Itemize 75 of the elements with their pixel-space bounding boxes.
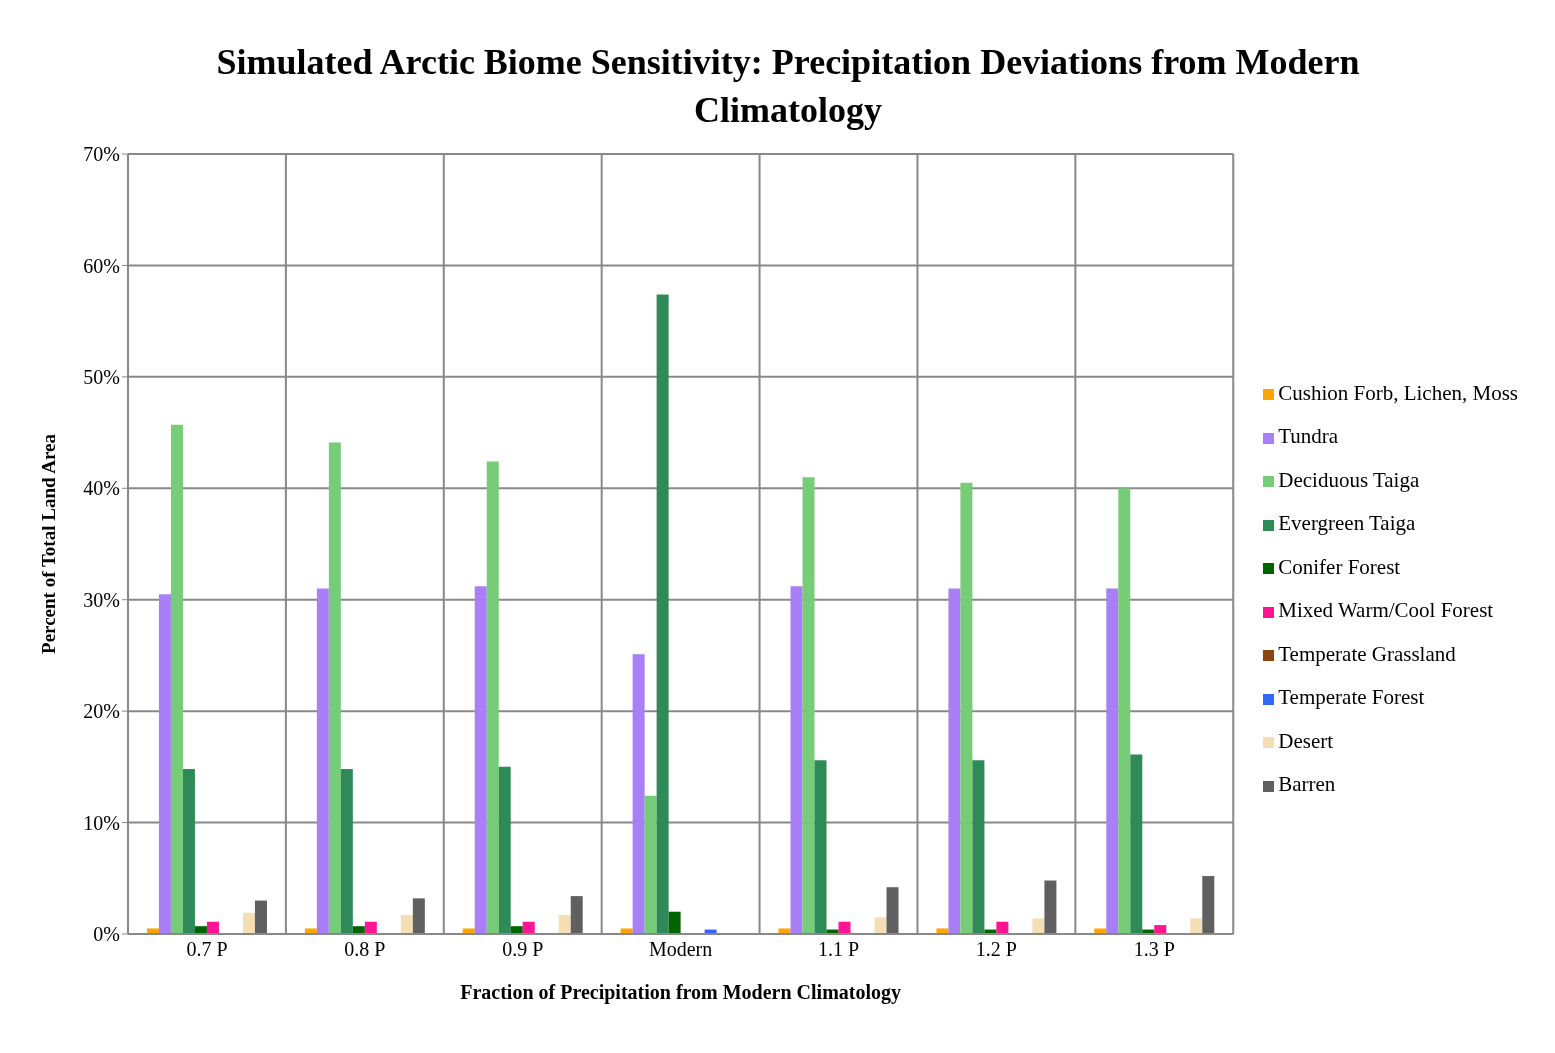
bar [558,915,571,934]
bar [790,586,803,934]
bar [170,424,183,934]
bar [960,482,973,934]
bar [644,795,657,934]
legend-label: Temperate Grassland [1278,641,1456,666]
bar [1202,876,1215,934]
bar [1094,928,1107,934]
bar [996,921,1009,934]
bar [874,917,887,934]
legend-label: Deciduous Taiga [1278,467,1420,492]
bar [328,442,341,934]
bar [802,477,815,934]
x-tick-label: 1.1 P [817,938,860,961]
y-tick-label: 0% [93,923,120,946]
bar [1032,918,1045,934]
y-tick-label: 40% [83,477,120,500]
y-tick-label: 50% [83,365,120,388]
bar [936,928,949,934]
bar [206,921,219,934]
bar [620,928,633,934]
bar [182,769,195,934]
chart-title: Simulated Arctic Biome Sensitivity: Precipitation Deviations from Modern Climatology [215,41,1361,132]
x-tick-label: 0.8 P [344,938,386,961]
bar [462,928,475,934]
x-tick-label: 1.3 P [1133,938,1175,961]
bar [656,294,669,934]
y-axis-title: Percent of Total Land Area [37,433,59,654]
legend-label: Barren [1278,772,1336,796]
bar [1106,588,1119,934]
bar [158,594,171,934]
bar [254,900,267,934]
x-tick-label: 0.9 P [502,938,544,961]
x-axis-title: Fraction of Precipitation from Modern Climatology [460,981,902,1004]
bar [1190,918,1203,934]
bar [400,915,413,934]
x-tick-label: Modern [648,938,713,961]
bar [1044,880,1057,934]
bar [522,921,535,934]
y-tick-label: 70% [83,143,120,166]
bar [814,760,827,934]
x-tick-label: 0.7 P [186,938,228,961]
bar [1154,925,1167,934]
bar [364,921,377,934]
bar [668,911,681,934]
y-tick-label: 30% [83,588,120,611]
legend-label: Cushion Forb, Lichen, Moss [1278,380,1518,405]
bar [886,887,899,934]
bar [1130,754,1143,934]
bar [474,586,487,934]
x-tick-label: 1.2 P [975,938,1017,961]
bar [778,928,791,934]
bar [486,461,499,934]
legend-label: Temperate Forest [1278,685,1425,709]
bar [412,898,425,934]
bar [340,769,353,934]
bar [1118,488,1131,934]
legend-label: Evergreen Taiga [1278,511,1416,535]
bar [838,921,851,934]
y-tick-label: 10% [83,811,120,834]
bar [316,588,329,934]
legend-label: Mixed Warm/Cool Forest [1278,598,1494,622]
bar [146,928,159,934]
legend-label: Desert [1278,728,1334,753]
bar [570,896,583,934]
bar [972,760,985,934]
legend-label: Tundra [1278,424,1339,448]
legend-label: Conifer Forest [1278,554,1401,579]
y-tick-label: 20% [83,700,120,723]
bar [304,928,317,934]
bar [632,654,645,934]
y-tick-label: 60% [83,254,120,277]
bar [948,588,961,934]
bar [242,912,255,934]
bar [498,766,511,934]
